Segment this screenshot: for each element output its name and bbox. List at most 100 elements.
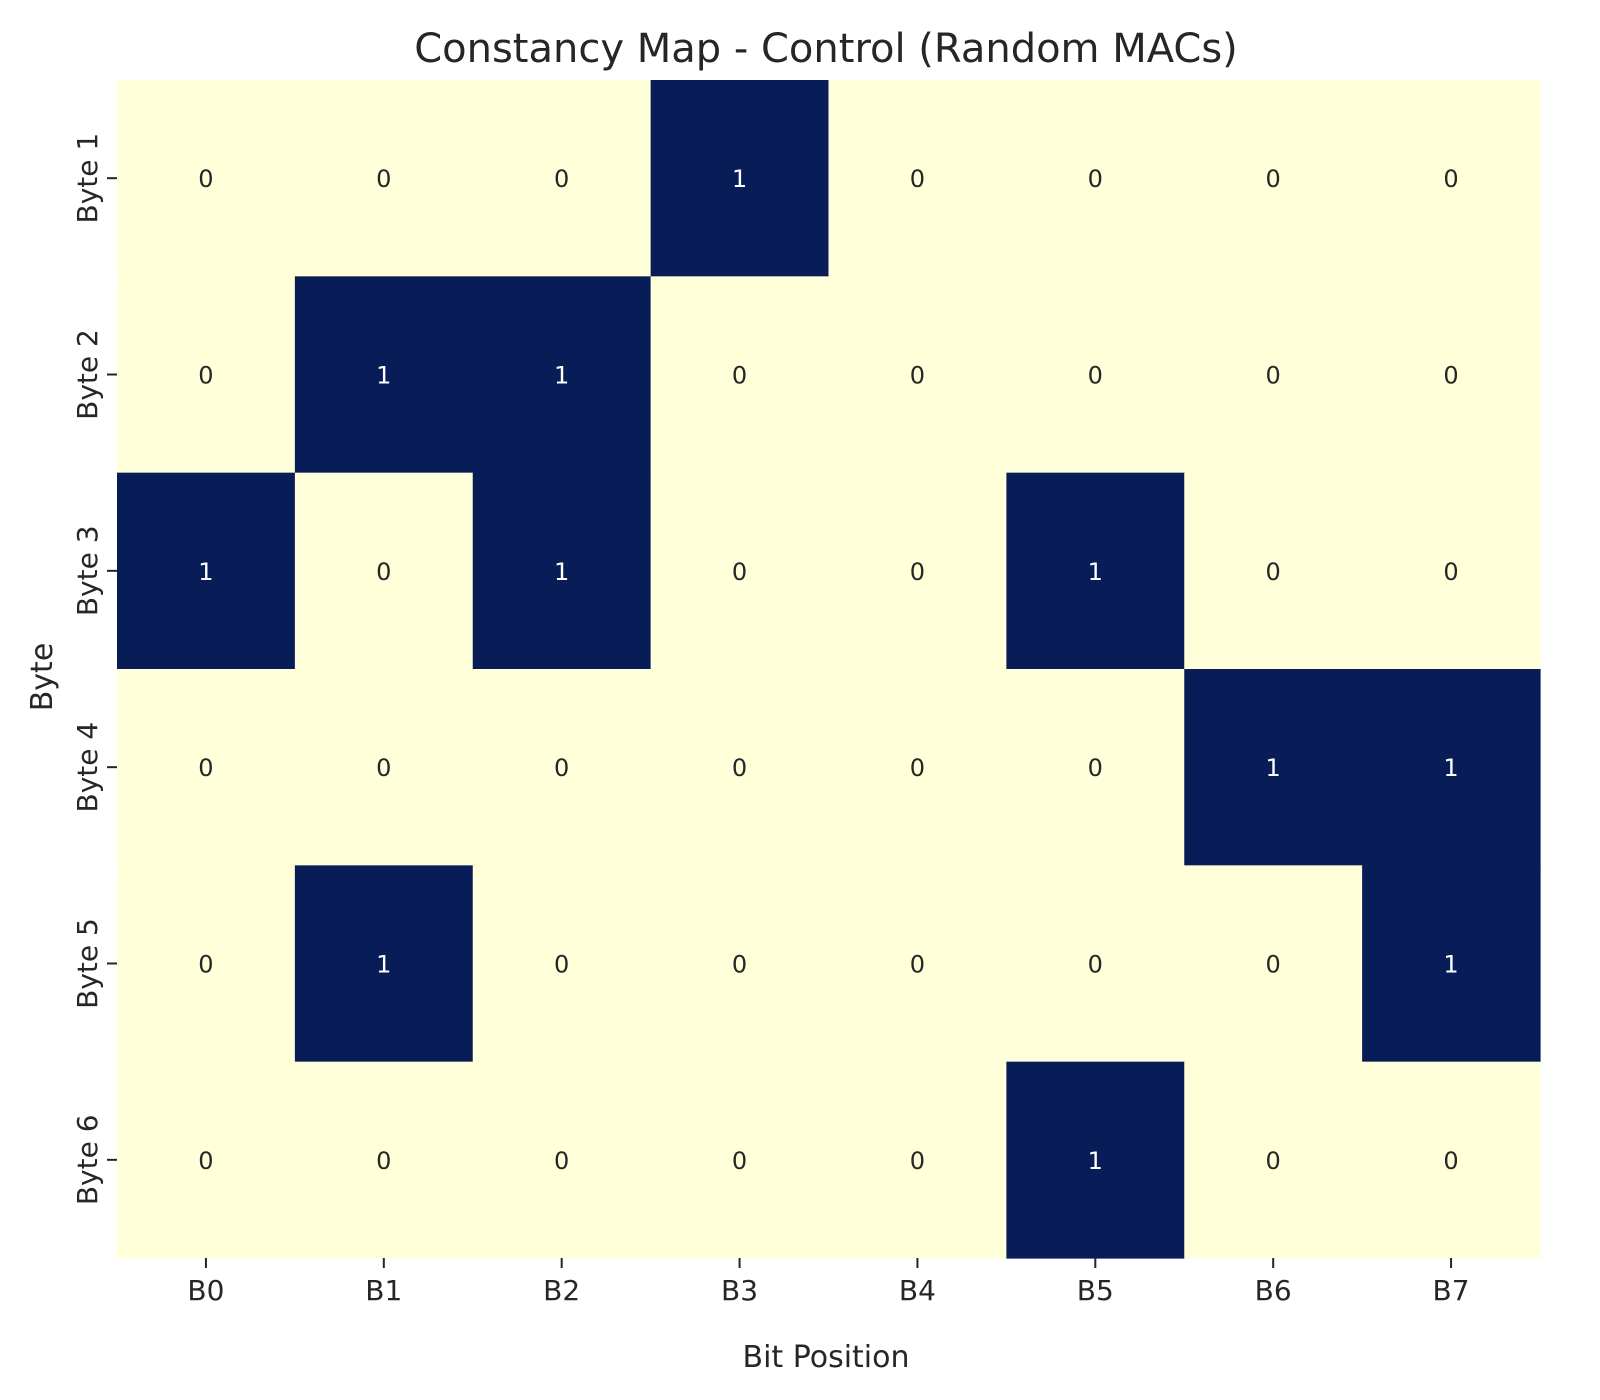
- cell-value-label: 1: [1088, 1147, 1103, 1175]
- cell-value-label: 0: [732, 1147, 747, 1175]
- cell-value-label: 0: [1266, 558, 1281, 586]
- cell-value-label: 0: [554, 165, 569, 193]
- x-tick-label: B5: [1077, 1274, 1114, 1307]
- cell-value-label: 1: [198, 558, 213, 586]
- heatmap-cell-r5-c6: [1184, 865, 1363, 1063]
- cell-value-label: 0: [1443, 165, 1458, 193]
- heatmap-cell-r6-c1: [294, 1061, 474, 1259]
- y-axis-label: Byte: [25, 643, 60, 712]
- x-tick-label: B4: [899, 1274, 936, 1307]
- heatmap-cell-r4-c2: [472, 669, 652, 866]
- heatmap-cell-r4-c3: [650, 669, 830, 866]
- heatmap-cell-r3-c0: [117, 472, 296, 670]
- heatmap-cell-r2-c3: [650, 276, 830, 474]
- heatmap-cell-r4-c7: [1362, 669, 1541, 866]
- heatmap-cell-r1-c3: [650, 80, 830, 277]
- y-tick-label: Byte 1: [71, 133, 104, 224]
- heatmap-cell-r2-c0: [117, 276, 296, 474]
- cell-value-label: 0: [910, 362, 925, 390]
- heatmap-cell-r2-c4: [828, 276, 1007, 474]
- heatmap-cell-r4-c5: [1006, 669, 1185, 866]
- cell-value-label: 0: [1088, 754, 1103, 782]
- cell-value-label: 0: [198, 951, 213, 979]
- heatmap-cell-r2-c2: [472, 276, 652, 474]
- heatmap-cells: [117, 80, 1541, 1259]
- cell-value-label: 0: [910, 754, 925, 782]
- heatmap-cell-r6-c6: [1184, 1061, 1363, 1259]
- heatmap-cell-r3-c5: [1006, 472, 1185, 670]
- heatmap-cell-r4-c0: [117, 669, 296, 866]
- cell-value-label: 0: [732, 754, 747, 782]
- cell-value-label: 0: [1266, 951, 1281, 979]
- heatmap-cell-r5-c1: [294, 865, 474, 1063]
- cell-value-label: 0: [910, 558, 925, 586]
- heatmap-cell-r5-c5: [1006, 865, 1185, 1063]
- cell-value-label: 0: [1266, 1147, 1281, 1175]
- heatmap-cell-r5-c4: [828, 865, 1007, 1063]
- x-tick-label: B2: [543, 1274, 580, 1307]
- heatmap-cell-r1-c7: [1362, 80, 1541, 277]
- heatmap-cell-r3-c4: [828, 472, 1007, 670]
- cell-value-label: 0: [376, 754, 391, 782]
- cell-value-label: 0: [732, 362, 747, 390]
- cell-value-label: 0: [376, 1147, 391, 1175]
- heatmap-cell-r3-c3: [650, 472, 830, 670]
- heatmap-cell-r3-c1: [294, 472, 474, 670]
- cell-value-label: 1: [376, 951, 391, 979]
- heatmap-cell-r6-c0: [117, 1061, 296, 1259]
- heatmap-cell-r1-c5: [1006, 80, 1185, 277]
- cell-value-label: 0: [198, 754, 213, 782]
- cell-value-label: 0: [1266, 165, 1281, 193]
- heatmap-cell-r4-c4: [828, 669, 1007, 866]
- cell-value-label: 0: [1266, 362, 1281, 390]
- chart-title: Constancy Map - Control (Random MACs): [414, 26, 1238, 72]
- y-tick-label: Byte 3: [71, 525, 104, 616]
- heatmap-cell-r5-c7: [1362, 865, 1541, 1063]
- cell-value-label: 0: [198, 362, 213, 390]
- x-axis-label: Bit Position: [742, 1340, 909, 1375]
- y-tick-label: Byte 6: [71, 1114, 104, 1205]
- x-axis: B0 B1 B2 B3 B4 B5 B6 B7: [187, 1258, 1470, 1307]
- cell-value-label: 0: [1088, 951, 1103, 979]
- y-tick-label: Byte 4: [71, 722, 104, 813]
- heatmap-cell-r1-c6: [1184, 80, 1363, 277]
- cell-value-label: 0: [376, 558, 391, 586]
- cell-value-label: 0: [1088, 362, 1103, 390]
- cell-value-label: 1: [1443, 951, 1458, 979]
- cell-value-label: 1: [1443, 754, 1458, 782]
- cell-value-label: 1: [1088, 558, 1103, 586]
- cell-value-label: 1: [732, 165, 747, 193]
- cell-value-label: 0: [376, 165, 391, 193]
- cell-value-label: 0: [1088, 165, 1103, 193]
- heatmap-cell-r2-c6: [1184, 276, 1363, 474]
- heatmap-cell-r6-c4: [828, 1061, 1007, 1259]
- cell-value-label: 0: [198, 1147, 213, 1175]
- y-tick-label: Byte 2: [71, 329, 104, 420]
- cell-value-label: 1: [554, 362, 569, 390]
- heatmap-cell-r2-c5: [1006, 276, 1185, 474]
- x-tick-label: B1: [365, 1274, 402, 1307]
- cell-value-label: 0: [554, 951, 569, 979]
- y-tick-label: Byte 5: [71, 918, 104, 1009]
- x-tick-label: B0: [187, 1274, 224, 1307]
- cell-value-label: 0: [732, 951, 747, 979]
- heatmap-cell-r2-c7: [1362, 276, 1541, 474]
- heatmap-cell-r1-c1: [294, 80, 474, 277]
- heatmap-cell-r1-c2: [472, 80, 652, 277]
- heatmap-cell-labels: 0 0 0 1 0 0 0 0 0 1 1 0 0 0 0 0 1 0 1 0 0 1 0 0 0 0 0 0 0 0 1 1 0 1 0 0 0 0 0 1…: [198, 165, 1458, 1175]
- heatmap-cell-r5-c2: [472, 865, 652, 1063]
- cell-value-label: 1: [554, 558, 569, 586]
- cell-value-label: 0: [1443, 362, 1458, 390]
- heatmap-cell-r5-c0: [117, 865, 296, 1063]
- y-axis: Byte 1 Byte 2 Byte 3 Byte 4 Byte 5 Byte 6: [71, 133, 117, 1205]
- cell-value-label: 0: [732, 558, 747, 586]
- cell-value-label: 0: [1443, 558, 1458, 586]
- heatmap-cell-r5-c3: [650, 865, 830, 1063]
- heatmap-cell-r1-c0: [117, 80, 296, 277]
- cell-value-label: 0: [910, 951, 925, 979]
- heatmap-cell-r4-c1: [294, 669, 474, 866]
- cell-value-label: 0: [910, 165, 925, 193]
- heatmap-cell-r2-c1: [294, 276, 474, 474]
- cell-value-label: 0: [1443, 1147, 1458, 1175]
